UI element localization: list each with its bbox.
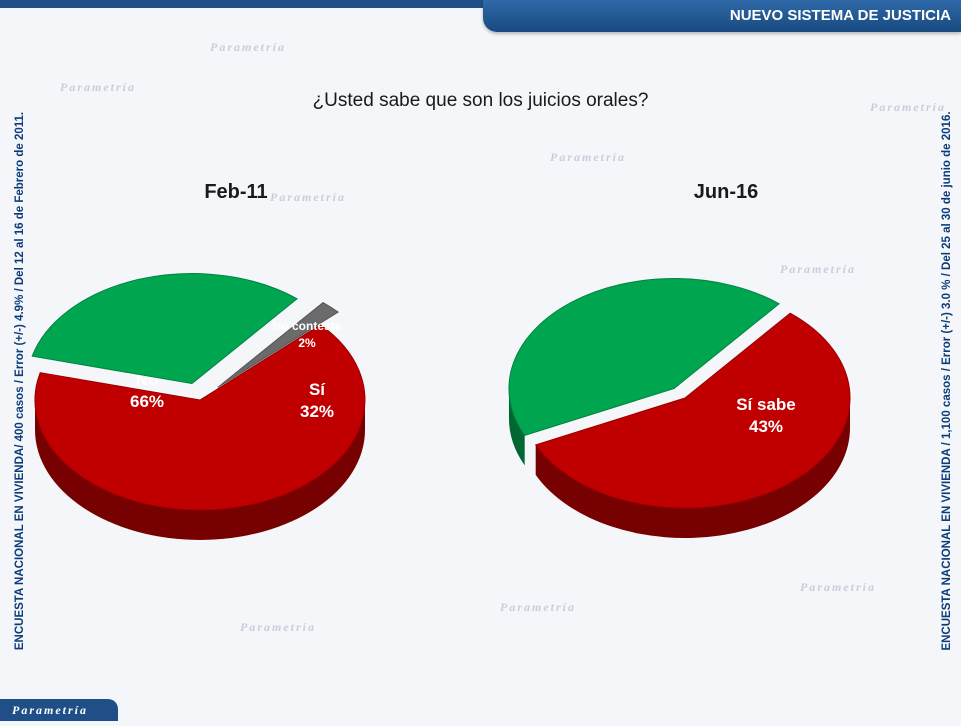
slice-value-label: 66% [130,392,164,411]
pie-slice-no-sabe [534,312,851,538]
top-bar [0,0,961,8]
slice-value-label: 43% [749,417,783,436]
watermark-text: Parametría [270,190,346,204]
pie-slice-no [34,324,366,540]
watermark-text: Parametría [240,620,316,634]
slice-value-label: 32% [300,402,334,421]
slice-value-label: 2% [298,336,316,350]
pie-slice-top [217,302,339,388]
pie-slice-top [534,312,851,509]
pie-slice-s- [31,273,299,385]
watermark-text: Parametría [550,150,626,164]
survey-note-right: ENCUESTA NACIONAL EN VIVIENDA / 1,100 ca… [941,111,953,651]
header-title: NUEVO SISTEMA DE JUSTICIA [729,7,951,24]
pie-slice-side [508,388,525,466]
watermark-text: Parametría [870,100,946,114]
watermark-text: Parametría [500,600,576,614]
parametria-logo: Parametría [0,699,118,721]
pie-slice-side [35,400,365,540]
pie-slice-top [31,273,299,385]
pie-slice-s-sabe [508,278,781,466]
pie-slice-side [535,398,850,538]
watermark-text: Parametría [800,580,876,594]
survey-note-left: ENCUESTA NACIONAL EN VIVIENDA/ 400 casos… [14,111,26,651]
slice-label: Sí sabe [736,395,796,414]
pie-slice-top [508,278,781,436]
chart-title-feb11: Feb-11 [204,181,268,203]
watermark-text: Parametría [60,80,136,94]
pie-slice-no-contesta [217,302,339,388]
pie-slice-top [34,324,366,511]
watermark-text: Parametría [210,40,286,54]
question-title: ¿Usted sabe que son los juicios orales? [312,90,649,111]
slice-label: Sí [309,380,326,399]
watermark-text: Parametría [780,262,856,276]
slice-label: No contesta [273,319,342,333]
chart-title-jun16: Jun-16 [693,181,759,203]
header-bar: NUEVO SISTEMA DE JUSTICIA [483,0,961,32]
